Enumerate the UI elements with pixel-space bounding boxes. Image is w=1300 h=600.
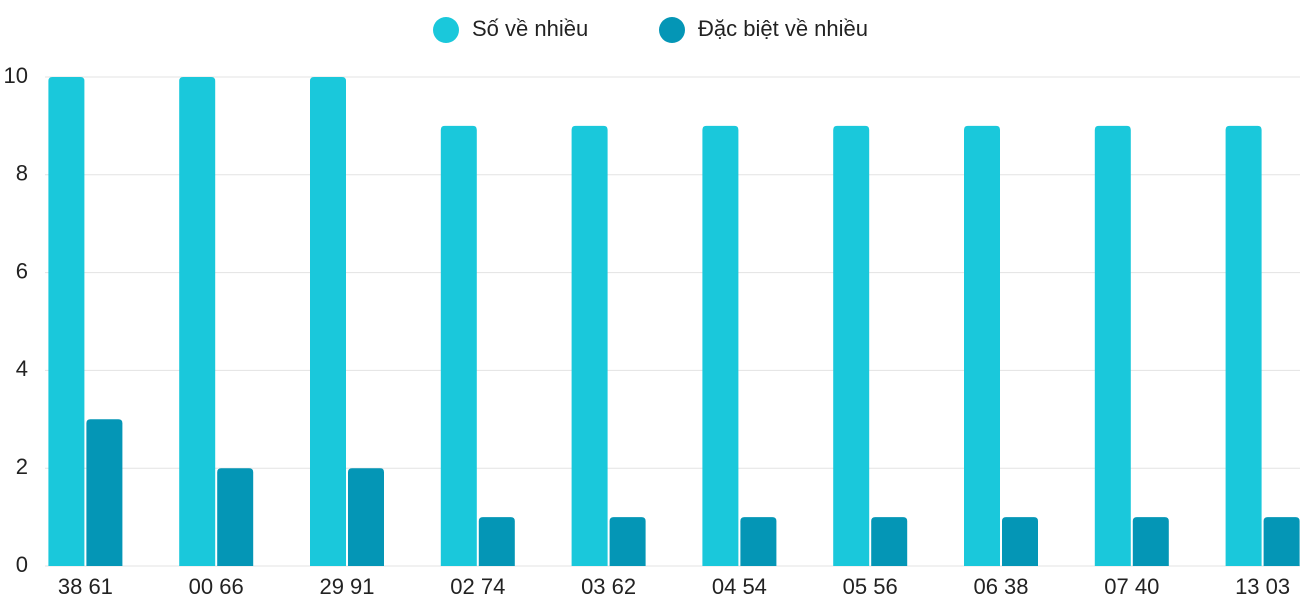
bar	[48, 77, 85, 566]
y-tick-label: 0	[16, 552, 28, 577]
bar	[440, 125, 477, 567]
bar	[609, 517, 646, 566]
bar	[1094, 125, 1131, 567]
x-tick-label: 38 61	[58, 574, 113, 599]
bar	[478, 517, 515, 566]
y-tick-label: 4	[16, 356, 28, 381]
bar	[871, 517, 908, 566]
y-tick-label: 10	[4, 63, 28, 88]
legend: Số về nhiều Đặc biệt về nhiều	[433, 16, 868, 43]
x-tick-label: 13 03	[1235, 574, 1290, 599]
x-tick-label: 04 54	[712, 574, 767, 599]
bar	[1002, 517, 1038, 566]
legend-label: Số về nhiều	[472, 16, 588, 41]
x-tick-label: 06 38	[973, 574, 1028, 599]
y-tick-label: 6	[16, 258, 28, 283]
y-tick-label: 8	[16, 161, 28, 186]
bar	[702, 125, 739, 567]
bar	[833, 125, 870, 567]
x-tick-label: 05 56	[843, 574, 898, 599]
legend-marker	[433, 17, 459, 43]
bar	[348, 468, 384, 566]
bar	[740, 517, 777, 566]
x-tick-label: 03 62	[581, 574, 636, 599]
bar	[217, 468, 254, 566]
x-tick-label: 29 91	[319, 574, 374, 599]
bar	[571, 125, 608, 567]
bar	[179, 77, 216, 566]
bar	[1225, 125, 1262, 567]
y-tick-label: 2	[16, 454, 28, 479]
legend-label: Đặc biệt về nhiều	[698, 16, 868, 41]
x-tick-label: 07 40	[1104, 574, 1159, 599]
bar	[86, 419, 123, 566]
bar	[964, 125, 1000, 567]
x-tick-label: 00 66	[189, 574, 244, 599]
bar	[1263, 517, 1300, 566]
legend-marker	[659, 17, 685, 43]
bar	[1132, 517, 1169, 566]
bar	[310, 77, 346, 566]
x-tick-label: 02 74	[450, 574, 505, 599]
